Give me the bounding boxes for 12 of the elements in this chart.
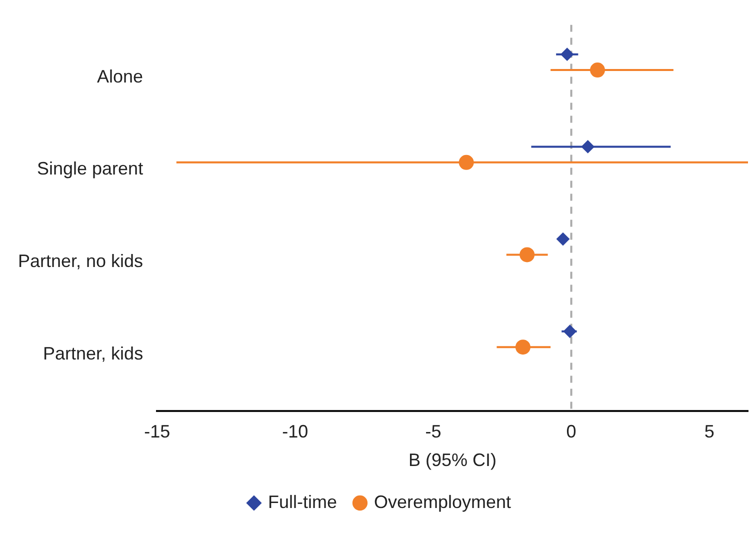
y-tick-label: Single parent [36, 158, 144, 179]
y-tick-label: Partner, kids [43, 343, 144, 364]
legend-label: Overemployment [374, 492, 512, 512]
x-tick-label: 5 [704, 422, 714, 442]
y-tick-label: Partner, no kids [18, 251, 144, 272]
x-tick-label: -15 [144, 422, 170, 442]
x-tick-label: -10 [282, 422, 308, 442]
x-tick-label: 0 [566, 422, 576, 442]
x-tick-label: -5 [425, 422, 442, 442]
legend-label: Full-time [268, 492, 337, 512]
y-tick-label: Alone [97, 66, 144, 86]
x-axis-title: B (95% CI) [408, 450, 497, 470]
